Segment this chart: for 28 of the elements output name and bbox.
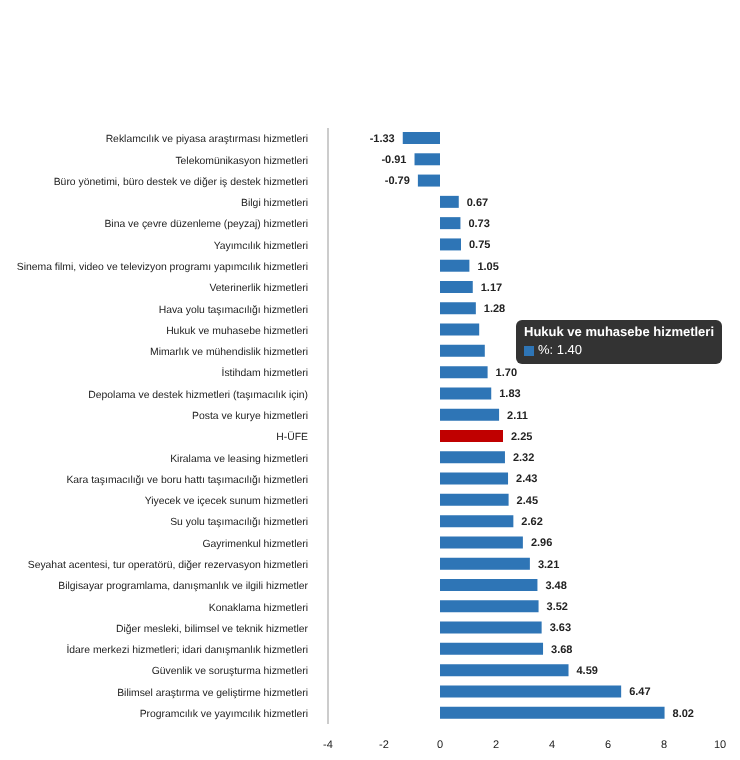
bar: [440, 557, 530, 570]
bar: [440, 259, 470, 272]
bar: [440, 281, 473, 293]
bar: [440, 621, 542, 634]
bar: [440, 515, 514, 528]
bar: [402, 132, 440, 144]
bar: [417, 174, 440, 187]
bar: [440, 685, 622, 698]
bar: [440, 217, 461, 230]
bar: [440, 579, 538, 591]
bar: [440, 344, 485, 357]
bar: [440, 366, 488, 379]
bar: [440, 387, 492, 400]
bar: [440, 195, 459, 208]
bar: [440, 493, 509, 506]
bar: [440, 323, 480, 336]
bar: [440, 408, 500, 421]
bar: [440, 706, 665, 719]
bar: [440, 600, 539, 613]
bar: [440, 642, 544, 655]
bar: [440, 536, 523, 549]
bar: [440, 238, 461, 251]
bar: [440, 302, 476, 315]
bar: [440, 664, 569, 677]
bar: [440, 472, 509, 485]
bar: [440, 451, 505, 464]
bar: [440, 430, 503, 442]
bar: [414, 153, 440, 166]
